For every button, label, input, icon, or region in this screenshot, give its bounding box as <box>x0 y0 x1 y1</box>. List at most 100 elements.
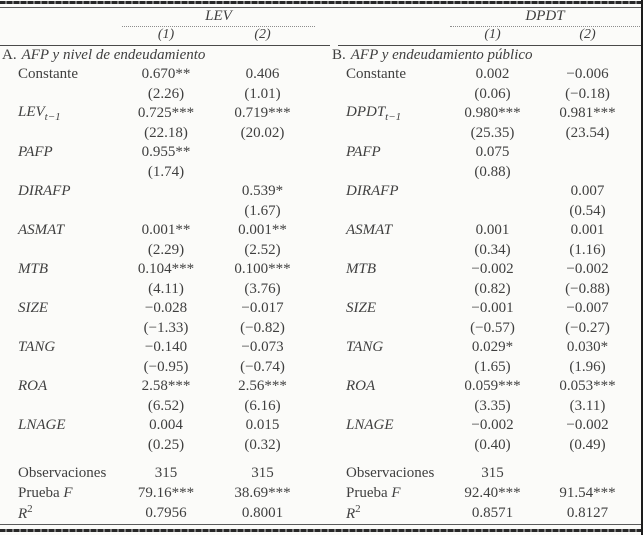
value-col-1: (25.35) <box>470 124 515 141</box>
table-panels: LEV (1) (2) A. AFP y nivel de endeudamie… <box>0 8 641 523</box>
value-col-1: (−0.57) <box>470 319 515 336</box>
value-col-1: (0.06) <box>474 85 511 102</box>
value-col-2: (1.67) <box>244 202 281 219</box>
value-col-2: 0.001 <box>570 222 605 239</box>
tstat-line: (0.34) (1.16) <box>330 241 641 261</box>
value-col-2: (20.02) <box>240 124 285 141</box>
table-top-rule <box>0 0 641 8</box>
value-col-2: 0.719*** <box>234 105 291 122</box>
value-col-1: 0.725*** <box>137 105 195 122</box>
tstat-line: (0.54) <box>330 202 641 222</box>
value-col-2: (6.16) <box>244 397 281 414</box>
table-bottom-rule <box>0 524 641 532</box>
coefficient-line: ASMAT 0.001** 0.001** <box>0 221 330 241</box>
coefficient-line: ROA 0.059*** 0.053*** <box>330 377 641 397</box>
value-col-1: (−0.95) <box>143 358 189 375</box>
col-header-2: (2) <box>254 26 271 42</box>
value-col-1: (22.18) <box>144 124 188 141</box>
row-label: MTB <box>346 261 376 278</box>
tstat-line: (1.67) <box>0 202 330 222</box>
value-col-2: 0.8001 <box>241 504 284 521</box>
value-col-1: (0.82) <box>474 280 511 297</box>
coefficient-line: PAFP 0.955** <box>0 143 330 163</box>
value-col-1: −0.002 <box>471 261 514 278</box>
panel-b-title: B. AFP y endeudamiento público <box>330 46 641 65</box>
panel-a-letter: A. <box>2 47 17 63</box>
row-label: PAFP <box>18 144 53 161</box>
coefficient-line: SIZE −0.001 −0.007 <box>330 299 641 319</box>
value-col-1: 0.001 <box>475 222 510 239</box>
value-col-2: (1.16) <box>569 241 606 258</box>
value-col-1: 0.104*** <box>137 261 195 278</box>
value-col-2: −0.007 <box>566 300 609 317</box>
coefficient-line: LNAGE 0.004 0.015 <box>0 416 330 436</box>
coefficient-line: Constante 0.670** 0.406 <box>0 65 330 85</box>
coefficient-line: SIZE −0.028 −0.017 <box>0 299 330 319</box>
col-header-1: (1) <box>484 26 501 42</box>
coefficient-line: DPDTt−1 0.980*** 0.981*** <box>330 104 641 124</box>
value-col-1: 2.58*** <box>141 378 191 395</box>
panel-b-title-text: AFP y endeudamiento público <box>350 47 533 63</box>
value-col-2: −0.002 <box>566 417 609 434</box>
column-headers-row: (1) (2) <box>330 25 641 44</box>
value-col-1: −0.140 <box>144 339 188 356</box>
row-label: LEVt−1 <box>18 104 61 124</box>
value-col-1: (0.25) <box>147 436 185 453</box>
value-col-1: 0.004 <box>149 417 183 434</box>
value-col-2: 0.015 <box>245 417 280 434</box>
row-label: DIRAFP <box>18 183 71 200</box>
value-col-2: 0.001** <box>238 222 287 239</box>
row-label: R2 <box>346 503 361 522</box>
row-label: DIRAFP <box>346 183 399 200</box>
value-col-2: (−0.82) <box>240 319 285 336</box>
coefficient-line: LEVt−1 0.725*** 0.719*** <box>0 104 330 124</box>
top-rule-thin <box>0 7 641 8</box>
value-col-2: 0.981*** <box>559 105 616 122</box>
bottom-rule-thin <box>0 524 641 525</box>
row-label: R2 <box>18 503 33 522</box>
value-col-1: 0.059*** <box>464 378 521 395</box>
value-col-2: 0.030* <box>566 339 609 356</box>
panel-a-lev: LEV (1) (2) A. AFP y nivel de endeudamie… <box>0 8 330 523</box>
value-col-1: 315 <box>481 465 504 482</box>
panel-b-dpdt: DPDT (1) (2) B. AFP y endeudamiento públ… <box>330 8 641 523</box>
tstat-line: (2.26) (1.01) <box>0 85 330 105</box>
value-col-2: (1.96) <box>569 358 606 375</box>
value-col-2: (−0.27) <box>565 319 610 336</box>
coefficient-line: LNAGE −0.002 −0.002 <box>330 416 641 436</box>
coefficient-line: DIRAFP 0.007 <box>330 182 641 202</box>
tstat-line: (22.18) (20.02) <box>0 124 330 144</box>
row-label: MTB <box>18 261 48 278</box>
value-col-2: (23.54) <box>565 124 610 141</box>
summary-line: R2 0.8571 0.8127 <box>330 503 641 523</box>
tstat-line: (4.11) (3.76) <box>0 280 330 300</box>
group-header-dpdt: DPDT <box>450 8 640 27</box>
row-label: Constante <box>18 66 78 83</box>
value-col-2: (2.52) <box>244 241 281 258</box>
column-group-header-row: LEV <box>0 8 330 27</box>
value-col-1: 0.7956 <box>145 504 187 521</box>
row-label: ROA <box>18 378 48 395</box>
panel-a-rows: Constante 0.670** 0.406 (2.26) (1.01) LEVt−1 0… <box>0 65 330 523</box>
row-label: Prueba F <box>18 484 73 501</box>
panel-b-rows: Constante 0.002 −0.006 (0.06) (−0.18) DPDTt−1… <box>330 65 641 523</box>
value-col-1: (3.35) <box>474 397 511 414</box>
value-col-1: 0.8571 <box>471 504 514 521</box>
value-col-2: (0.49) <box>569 436 606 453</box>
col-header-2: (2) <box>579 26 596 42</box>
value-col-1: (−1.33) <box>143 319 189 336</box>
tstat-line: (0.88) <box>330 163 641 183</box>
row-label: Prueba F <box>346 484 401 501</box>
value-col-1: 0.955** <box>141 144 191 161</box>
row-label: Constante <box>346 66 406 83</box>
value-col-1: 79.16*** <box>137 484 195 501</box>
value-col-1: 92.40*** <box>464 484 521 501</box>
tstat-line: (−1.33) (−0.82) <box>0 319 330 339</box>
summary-line: Prueba F 92.40*** 91.54*** <box>330 484 641 504</box>
value-col-1: 0.001** <box>141 222 191 239</box>
row-label: ROA <box>346 378 376 395</box>
value-col-1: −0.028 <box>144 300 188 317</box>
summary-line: Observaciones 315 <box>330 464 641 484</box>
value-col-1: (2.26) <box>147 85 185 102</box>
value-col-1: (0.34) <box>474 241 511 258</box>
